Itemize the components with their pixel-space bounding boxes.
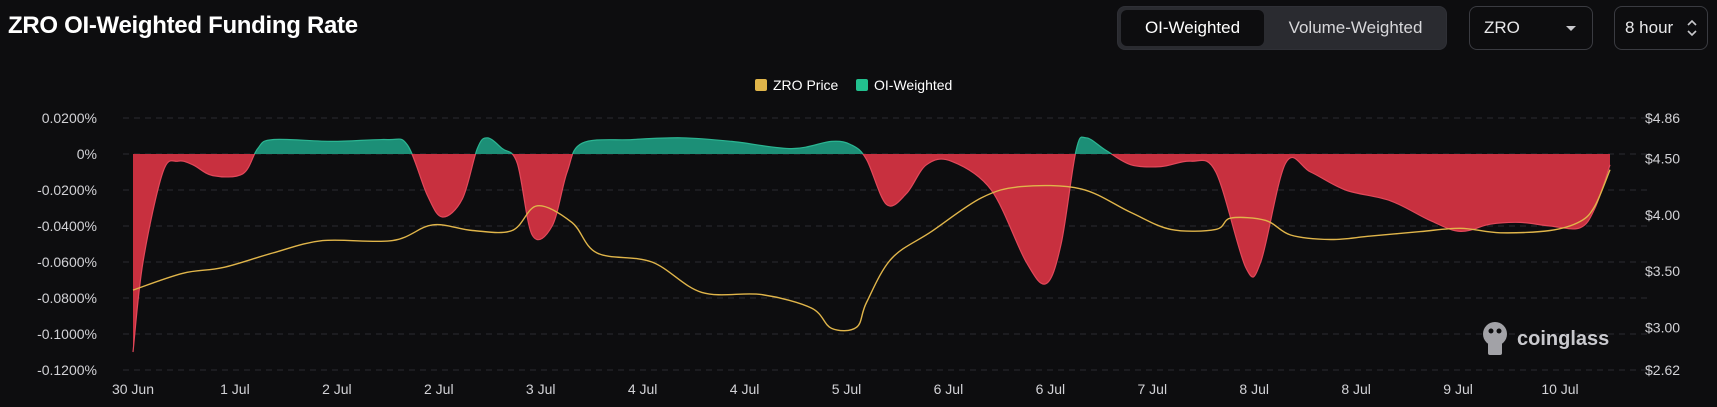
x-tick-label: 6 Jul	[1036, 381, 1066, 397]
y-right-tick-label: $4.86	[1645, 110, 1680, 126]
tab-oi-weighted[interactable]: OI-Weighted	[1121, 10, 1264, 46]
y-left-tick-label: -0.0400%	[37, 218, 97, 234]
x-tick-label: 4 Jul	[628, 381, 658, 397]
funding-negative-area	[133, 154, 1610, 352]
funding-area-layer	[132, 136, 1611, 353]
updown-chevron-icon	[1687, 19, 1697, 37]
legend-label-oi: OI-Weighted	[874, 77, 952, 93]
tab-volume-weighted[interactable]: Volume-Weighted	[1288, 18, 1423, 37]
price-line-layer	[132, 169, 1611, 332]
y-left-tick-label: 0%	[77, 146, 97, 162]
y-left-tick-label: -0.1200%	[37, 362, 97, 378]
x-tick-label: 4 Jul	[730, 381, 760, 397]
y-right-tick-label: $4.00	[1645, 207, 1680, 223]
legend-swatch-oi	[856, 79, 868, 91]
funding-positive-area	[133, 137, 1610, 154]
x-tick-label: 8 Jul	[1341, 381, 1371, 397]
y-left-tick-label: -0.0600%	[37, 254, 97, 270]
legend-swatch-price	[755, 79, 767, 91]
y-left-tick-label: -0.0200%	[37, 182, 97, 198]
x-tick-label: 6 Jul	[934, 381, 964, 397]
weighting-toggle: OI-Weighted Volume-Weighted	[1117, 6, 1447, 50]
x-tick-label: 10 Jul	[1541, 381, 1578, 397]
watermark: coinglass	[1483, 322, 1609, 355]
y-right-tick-label: $2.62	[1645, 362, 1680, 378]
watermark-text: coinglass	[1517, 328, 1609, 350]
y-left-tick-label: 0.0200%	[42, 110, 97, 126]
x-tick-label: 5 Jul	[832, 381, 862, 397]
chevron-down-icon	[1566, 26, 1576, 31]
coin-select-value: ZRO	[1484, 18, 1520, 37]
interval-select-value: 8 hour	[1625, 18, 1674, 37]
x-tick-label: 7 Jul	[1137, 381, 1167, 397]
y-left-tick-label: -0.0800%	[37, 290, 97, 306]
x-tick-label: 9 Jul	[1443, 381, 1473, 397]
page-title: ZRO OI-Weighted Funding Rate	[8, 12, 358, 39]
funding-negative-line	[132, 154, 1611, 353]
price-line	[132, 169, 1611, 332]
legend-label-price: ZRO Price	[773, 77, 839, 93]
chart-legend: ZRO Price OI-Weighted	[755, 77, 952, 93]
x-tick-label: 1 Jul	[220, 381, 250, 397]
chart-axes: 0.0200% 0% -0.0200% -0.0400% -0.0600% -0.0800…	[37, 110, 1680, 397]
x-tick-label: 2 Jul	[424, 381, 454, 397]
y-right-tick-label: $4.50	[1645, 151, 1680, 167]
x-tick-label: 3 Jul	[526, 381, 556, 397]
funding-positive-line	[253, 136, 1113, 154]
y-right-tick-label: $3.50	[1645, 263, 1680, 279]
x-tick-label: 2 Jul	[322, 381, 352, 397]
y-left-tick-label: -0.1000%	[37, 326, 97, 342]
x-tick-label: 30 Jun	[112, 381, 154, 397]
y-right-tick-label: $3.00	[1645, 319, 1680, 335]
interval-select[interactable]: 8 hour	[1614, 6, 1708, 50]
coinglass-logo	[1483, 322, 1507, 355]
coin-select[interactable]: ZRO	[1469, 6, 1593, 50]
x-tick-label: 8 Jul	[1239, 381, 1269, 397]
